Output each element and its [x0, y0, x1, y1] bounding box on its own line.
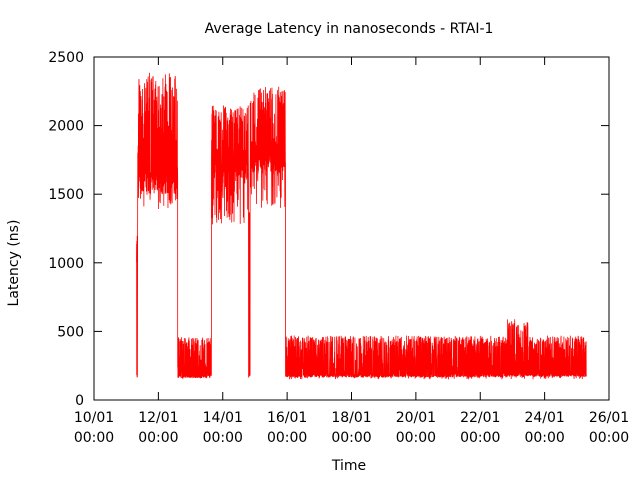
latency-line	[136, 72, 587, 380]
y-tick-label: 2500	[48, 50, 84, 66]
x-axis-label: Time	[331, 458, 366, 474]
x-tick-label-time: 00:00	[460, 430, 500, 446]
x-tick-label: 24/01	[524, 410, 564, 426]
x-tick-label: 18/01	[331, 410, 371, 426]
y-tick-label: 1000	[48, 256, 84, 272]
plot-frame	[93, 56, 610, 401]
x-tick-label: 12/01	[138, 410, 178, 426]
x-tick-label-time: 00:00	[396, 430, 436, 446]
y-axis-label: Latency (ns)	[6, 220, 22, 307]
x-tick-label: 26/01	[589, 410, 629, 426]
y-tick-label: 1500	[48, 187, 84, 203]
x-tick-label-time: 00:00	[138, 430, 178, 446]
axis-ticks: 0 500 1000 1500 2000 2500 10/01 00:00 12/01 00:00…	[48, 50, 629, 446]
x-tick-label-time: 00:00	[267, 430, 307, 446]
x-tick-label: 16/01	[267, 410, 307, 426]
x-tick-label-time: 00:00	[524, 430, 564, 446]
x-tick-label: 14/01	[203, 410, 243, 426]
x-tick-label-time: 00:00	[589, 430, 629, 446]
chart-title: Average Latency in nanoseconds - RTAI-1	[205, 21, 494, 37]
x-tick-label-time: 00:00	[331, 430, 371, 446]
y-tick-label: 0	[75, 393, 84, 409]
y-tick-label: 2000	[48, 119, 84, 135]
latency-series	[136, 72, 587, 380]
x-tick-label: 20/01	[396, 410, 436, 426]
x-tick-label: 22/01	[460, 410, 500, 426]
x-tick-label: 10/01	[74, 410, 114, 426]
y-tick-label: 500	[57, 324, 84, 340]
x-tick-label-time: 00:00	[74, 430, 114, 446]
x-tick-label-time: 00:00	[203, 430, 243, 446]
